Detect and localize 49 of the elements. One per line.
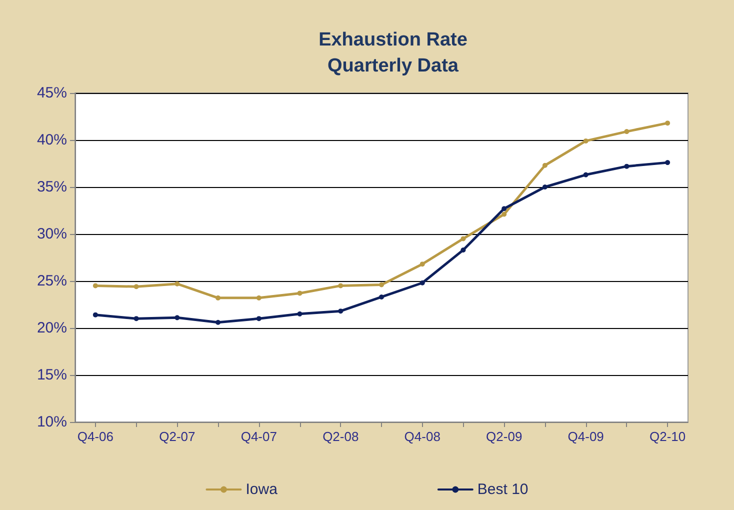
chart-title: Exhaustion Rate Quarterly Data: [318, 30, 468, 76]
x-tick-label: Q2-08: [322, 429, 359, 444]
point: [542, 184, 548, 190]
point: [420, 280, 425, 286]
point: [338, 283, 344, 288]
y-tick-label: 40%: [36, 132, 67, 148]
point: [665, 160, 670, 166]
x-tick-label: Q2-10: [649, 429, 686, 444]
point: [134, 284, 139, 290]
point: [297, 311, 302, 316]
point: [460, 236, 466, 242]
point: [624, 129, 630, 134]
point: [338, 308, 344, 314]
point: [174, 281, 180, 286]
legend-label: Best 10: [477, 481, 528, 498]
y-tick-label: 25%: [36, 272, 67, 290]
point: [583, 138, 588, 144]
x-tick-label: Q4-07: [240, 429, 277, 444]
point: [216, 295, 221, 300]
point: [216, 320, 221, 325]
y-tick-label: 35%: [36, 178, 67, 196]
point: [174, 315, 180, 320]
point: [420, 262, 425, 267]
point: [542, 162, 548, 168]
point: [92, 312, 98, 318]
point: [502, 206, 507, 212]
y-tick-label: 45%: [36, 84, 67, 102]
x-tick-label: Q4-08: [404, 429, 440, 444]
point: [256, 295, 262, 300]
point: [379, 282, 384, 288]
legend-label: Iowa: [246, 481, 278, 498]
x-tick-label: Q2-09: [486, 429, 522, 444]
y-tick-label: 15%: [36, 366, 67, 384]
point: [624, 164, 630, 169]
y-tick-label: 20%: [36, 320, 67, 336]
point: [665, 120, 670, 126]
point: [460, 247, 466, 252]
y-tick-label: 10%: [36, 414, 67, 430]
y-tick-label: 30%: [36, 226, 67, 242]
x-tick-label: Q2-07: [159, 429, 196, 444]
point: [502, 212, 507, 217]
x-tick-label: Q4-06: [77, 429, 114, 444]
point: [583, 172, 588, 178]
point: [256, 316, 262, 322]
point: [92, 283, 98, 288]
x-tick-label: Q4-09: [568, 429, 604, 444]
point: [379, 294, 384, 300]
point: [134, 316, 139, 322]
point: [297, 290, 302, 296]
